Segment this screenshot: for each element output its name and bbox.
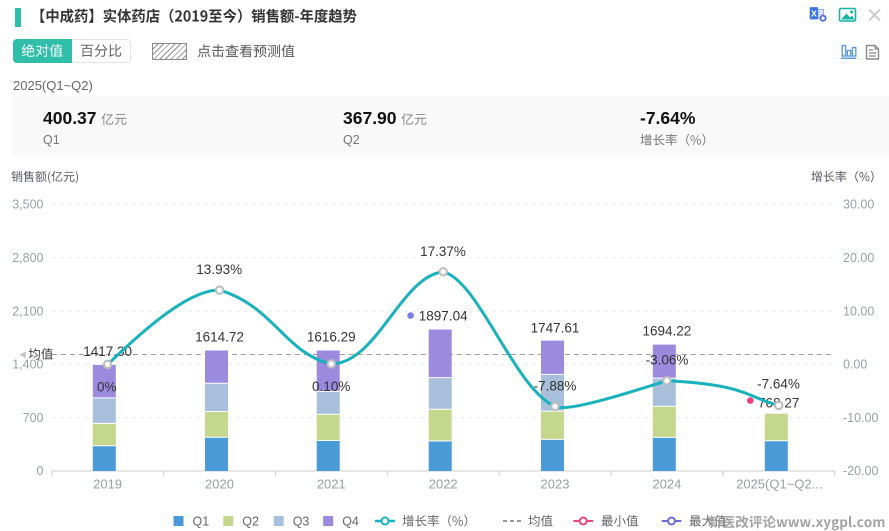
svg-text:1694.22: 1694.22: [642, 324, 691, 339]
svg-text:1,400: 1,400: [12, 358, 43, 372]
svg-text:2,100: 2,100: [12, 304, 43, 318]
svg-text:0%: 0%: [97, 379, 117, 394]
svg-text:20.00: 20.00: [843, 251, 874, 265]
svg-text:Q4: Q4: [342, 515, 359, 529]
svg-text:0.10%: 0.10%: [312, 379, 350, 394]
svg-text:1747.61: 1747.61: [531, 321, 580, 336]
svg-text:13.93%: 13.93%: [196, 262, 242, 277]
svg-text:-10.00: -10.00: [843, 411, 878, 425]
svg-text:1417.30: 1417.30: [83, 344, 132, 359]
svg-text:2020: 2020: [205, 477, 234, 492]
svg-text:0: 0: [37, 464, 44, 478]
svg-text:700: 700: [23, 411, 44, 425]
svg-text:-20.00: -20.00: [843, 464, 878, 478]
svg-text:17.37%: 17.37%: [420, 244, 466, 259]
svg-text:1616.29: 1616.29: [307, 330, 356, 345]
svg-text:Q3: Q3: [293, 515, 310, 529]
svg-text:30.00: 30.00: [843, 198, 874, 212]
svg-text:2022: 2022: [429, 477, 458, 492]
svg-text:2019: 2019: [93, 477, 122, 492]
svg-text:Q1: Q1: [193, 515, 210, 529]
svg-text:-7.64%: -7.64%: [757, 377, 800, 392]
svg-text:-7.88%: -7.88%: [534, 378, 577, 393]
svg-text:1897.04: 1897.04: [419, 309, 468, 324]
svg-text:X: X: [811, 9, 817, 19]
svg-text:2023: 2023: [541, 477, 570, 492]
svg-text:2,800: 2,800: [12, 251, 43, 265]
svg-text:1614.72: 1614.72: [195, 330, 244, 345]
svg-text:2021: 2021: [317, 477, 346, 492]
svg-text:Q2: Q2: [242, 515, 259, 529]
svg-text:10.00: 10.00: [843, 304, 874, 318]
svg-text:-3.06%: -3.06%: [646, 353, 689, 368]
svg-text:2025(Q1~Q2...: 2025(Q1~Q2...: [736, 477, 822, 492]
svg-text:0.00: 0.00: [843, 358, 867, 372]
svg-text:3,500: 3,500: [12, 198, 43, 212]
svg-text:2024: 2024: [652, 477, 681, 492]
